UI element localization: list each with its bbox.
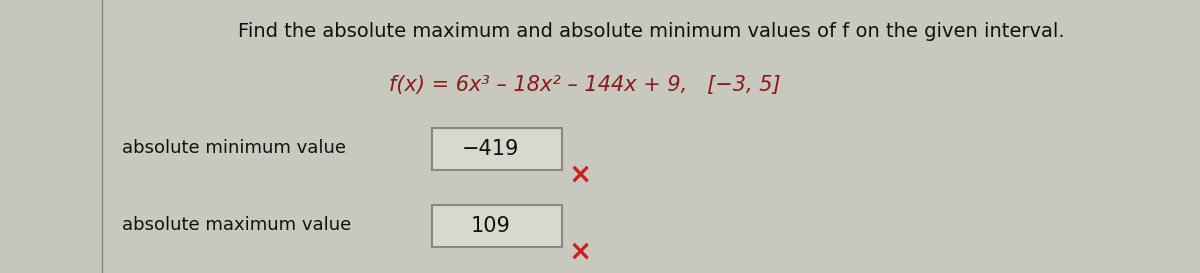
Text: absolute minimum value: absolute minimum value (122, 139, 346, 157)
Text: f(x) = 6x³ – 18x² – 144x + 9,   [−3, 5]: f(x) = 6x³ – 18x² – 144x + 9, [−3, 5] (389, 75, 781, 95)
Text: Find the absolute maximum and absolute minimum values of f on the given interval: Find the absolute maximum and absolute m… (238, 22, 1064, 41)
Text: absolute maximum value: absolute maximum value (122, 216, 352, 234)
Text: ×: × (569, 161, 592, 189)
Bar (432, 128, 562, 170)
Bar (432, 205, 562, 247)
Text: −419: −419 (462, 139, 520, 159)
Text: 109: 109 (470, 216, 510, 236)
Text: ×: × (569, 238, 592, 266)
Bar (0, 0, 102, 273)
